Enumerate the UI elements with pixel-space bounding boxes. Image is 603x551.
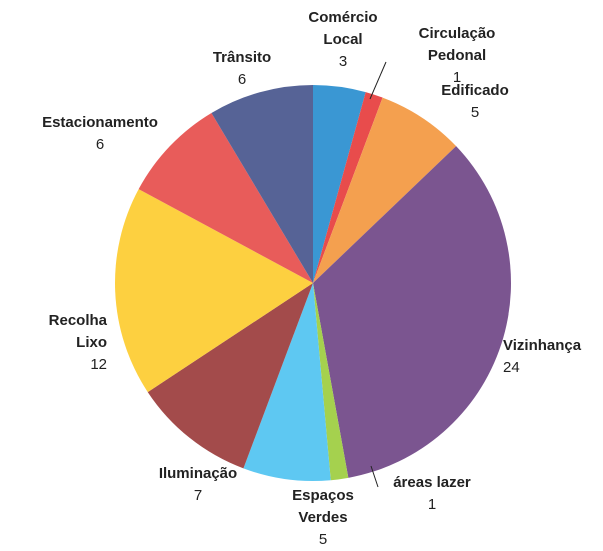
leader-line: [369, 61, 387, 100]
value-label: 1: [453, 69, 461, 86]
value-label: 1: [428, 496, 436, 513]
value-label: 3: [339, 53, 347, 70]
value-label: 6: [96, 136, 104, 153]
value-label: 5: [471, 104, 479, 121]
slice: [313, 85, 366, 283]
label-line: Verdes: [298, 509, 347, 526]
label-line: Trânsito: [213, 49, 271, 66]
value-label: 5: [319, 531, 327, 548]
label-line: Iluminação: [159, 465, 237, 482]
slice: [147, 283, 313, 469]
slice-label: Circulação Pedonal: [419, 25, 496, 64]
slice: [313, 97, 457, 284]
slice-label: Trânsito: [213, 49, 271, 66]
slice-label: Vizinhança: [503, 337, 582, 354]
label-line: Comércio: [308, 9, 377, 26]
value-label: 24: [503, 359, 520, 376]
slice: [243, 283, 331, 481]
label-line: Circulação: [419, 25, 496, 42]
value-label: 6: [238, 71, 246, 88]
slice-label: áreas lazer: [393, 474, 471, 491]
label-line: áreas lazer: [393, 474, 471, 491]
label-line: Pedonal: [428, 47, 486, 64]
slice: [138, 113, 313, 284]
slice-label: Recolha Lixo: [49, 312, 108, 351]
slices: [115, 85, 511, 481]
label-line: Edificado: [441, 82, 509, 99]
slice-label: Comércio Local: [308, 9, 377, 48]
slice-label: Iluminação: [159, 465, 237, 482]
value-label: 7: [194, 487, 202, 504]
label-line: Lixo: [76, 334, 107, 351]
label-line: Recolha: [49, 312, 108, 329]
slice-label: Espaços Verdes: [292, 487, 354, 526]
slice-label: Estacionamento: [42, 114, 158, 131]
slice: [313, 92, 383, 284]
label-line: Espaços: [292, 487, 354, 504]
label-line: Estacionamento: [42, 114, 158, 131]
slice: [313, 146, 511, 478]
slice: [115, 189, 313, 393]
label-line: Vizinhança: [503, 337, 582, 354]
value-label: 12: [90, 356, 107, 373]
slice-label: Edificado: [441, 82, 509, 99]
label-line: Local: [323, 31, 362, 48]
slice: [211, 85, 313, 283]
slice: [313, 283, 349, 481]
leader-line: [370, 465, 379, 488]
